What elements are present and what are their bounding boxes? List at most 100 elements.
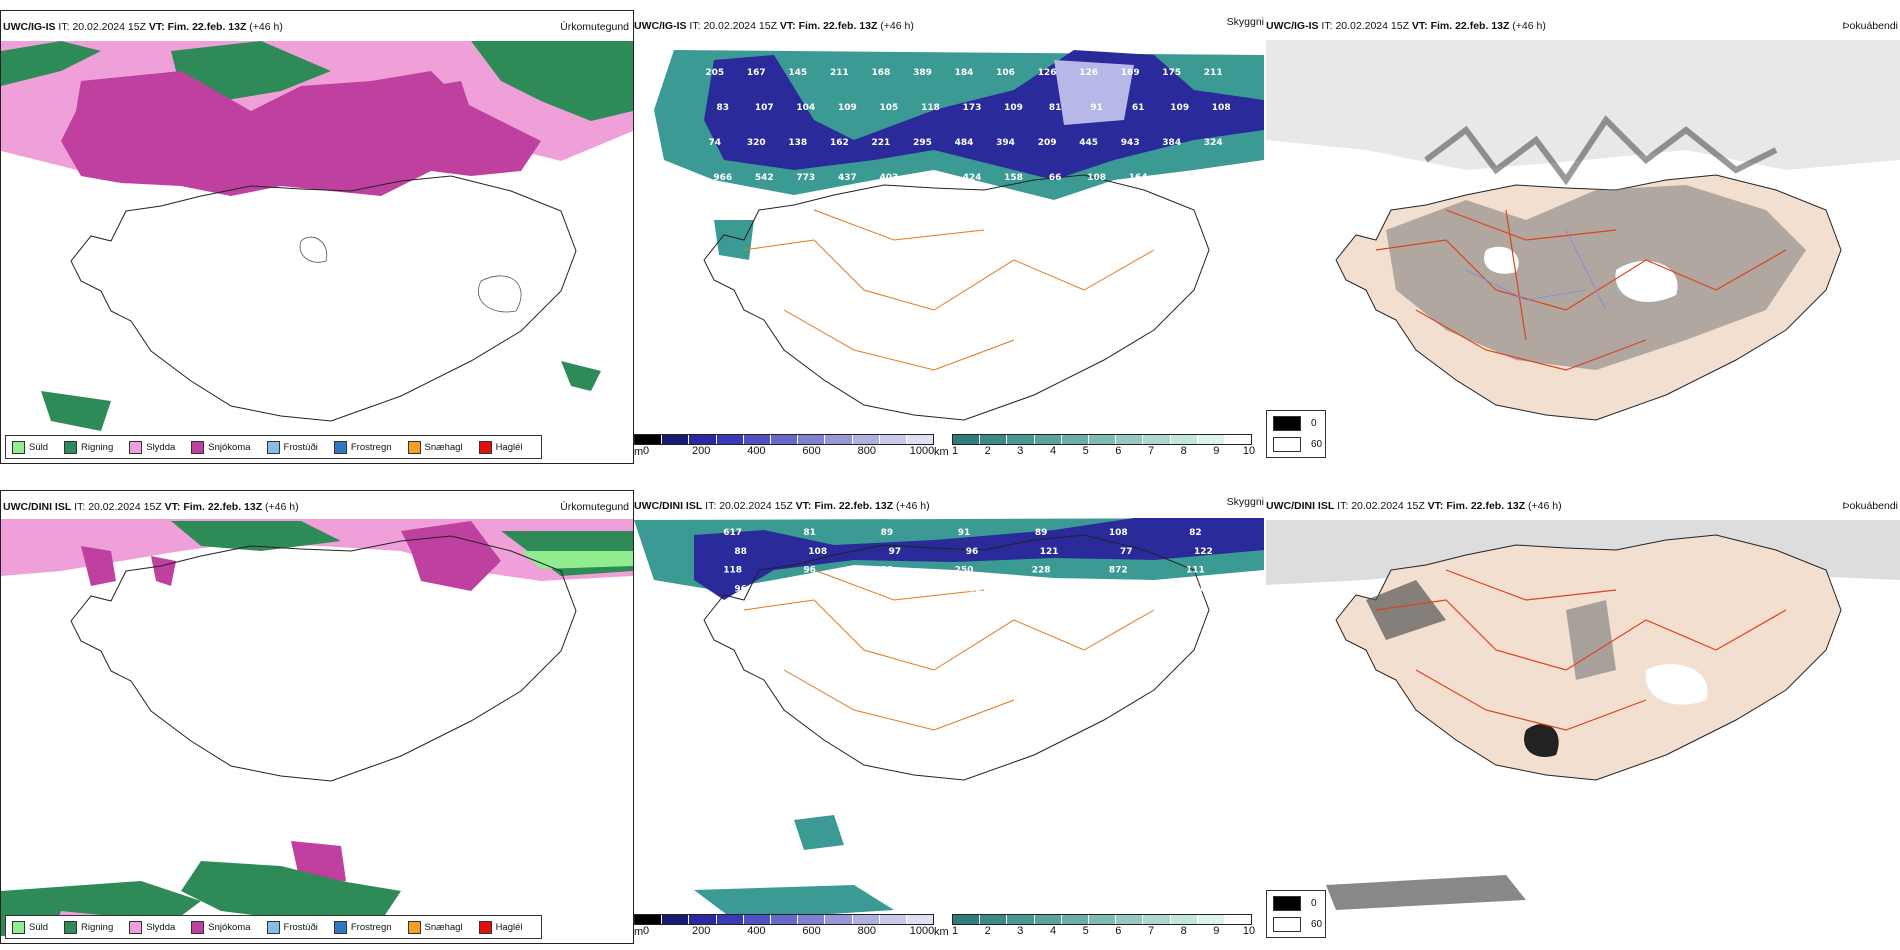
visibility-value-label: 209 [1038, 138, 1057, 148]
fog-panel-bottom: UWC/DINI ISL IT: 20.02.2024 15Z VT: Fim.… [1266, 490, 1900, 942]
scale-tick-label: 400 [747, 445, 766, 457]
visibility-labels: 205 167 145 211 168 389 184 106 126 126 169 175 211 8… [705, 68, 1230, 183]
visibility-value-label: 204 [1194, 584, 1213, 594]
iceland-outline [70, 175, 577, 422]
visibility-value-label: 295 [913, 138, 932, 148]
visibility-km-scale: 1 2 3 4 5 6 7 8 9 10 [952, 434, 1255, 459]
visibility-panel-top: UWC/IG-IS IT: 20.02.2024 15Z VT: Fim. 22… [634, 10, 1264, 462]
scale-swatch [953, 915, 981, 924]
scale-tick-label: 6 [1115, 925, 1122, 937]
scale-tick-label: 7 [1147, 445, 1155, 457]
scale-swatch [1197, 915, 1225, 924]
scale-swatch [879, 435, 907, 444]
visibility-value-label: 162 [830, 138, 849, 148]
visibility-value-label: 542 [755, 173, 774, 183]
legend-item-hail: Haglél [478, 440, 523, 454]
visibility-value-label: 384 [1162, 138, 1181, 148]
legend-item-snow: Snjókoma [191, 920, 251, 934]
fog-panel-top: UWC/IG-IS IT: 20.02.2024 15Z VT: Fim. 22… [1266, 10, 1900, 462]
fog-legend-item: 60 [1273, 917, 1322, 932]
visibility-value-label: 966 [713, 173, 732, 183]
visibility-m-scale: 0 200 400 600 800 1000 [634, 434, 934, 459]
visibility-value-label: 108 [808, 547, 827, 557]
scale-tick-label: 600 [802, 925, 821, 937]
precip-type-panel-bottom: UWC/DINI ISL IT: 20.02.2024 15Z VT: Fim.… [0, 490, 634, 944]
iceland-outline [70, 535, 577, 782]
scale-swatch [1224, 435, 1252, 444]
visibility-value-label: 96 [803, 566, 816, 576]
legend-item-freezing-rain: Frostregn [333, 440, 392, 454]
scale-tick-label: 8 [1180, 925, 1187, 937]
precip-legend: Súld Rigning Slydda Snjókoma Frostúði Fr… [5, 435, 542, 459]
scale-tick-label: 2 [984, 925, 991, 937]
scale-swatch [635, 915, 663, 924]
visibility-value-label: 77 [1120, 547, 1133, 557]
visibility-value-label: 132 [963, 584, 982, 594]
fog-legend-item: 60 [1273, 437, 1322, 452]
visibility-value-label: 108 [1087, 173, 1106, 183]
visibility-value-label: 106 [996, 68, 1015, 78]
legend-item-sleet: Slydda [129, 920, 175, 934]
scale-swatch [1061, 435, 1089, 444]
visibility-value-label: 74 [709, 138, 722, 148]
visibility-panel-bottom: UWC/DINI ISL IT: 20.02.2024 15Z VT: Fim.… [634, 490, 1264, 942]
visibility-value-label: 872 [1109, 566, 1128, 576]
legend-item-snow-pellets: Snæhagl [407, 440, 463, 454]
scale-swatch [1116, 915, 1144, 924]
fog-map [1266, 520, 1900, 910]
scale-tick-label: 800 [857, 925, 876, 937]
visibility-value-label: 126 [1079, 68, 1098, 78]
visibility-value-label: 81 [1049, 103, 1062, 113]
fog-legend: 0 60 [1266, 410, 1326, 458]
visibility-value-label: 581 [921, 173, 940, 183]
scale-swatch [1197, 435, 1225, 444]
legend-item-freezing-drizzle: Frostúði [266, 440, 318, 454]
scale-swatch [1170, 915, 1198, 924]
visibility-map: 617 81 89 91 89 108 82 88 108 97 96 121 77 122 118 96 86… [634, 518, 1264, 920]
visibility-value-label: 135 [1040, 584, 1059, 594]
visibility-m-scale: 0 200 400 600 800 1000 [634, 914, 934, 939]
scale-tick-label: 800 [857, 445, 876, 457]
visibility-value-label: 118 [921, 103, 940, 113]
panel-header: UWC/IG-IS IT: 20.02.2024 15Z VT: Fim. 22… [1266, 20, 1546, 32]
visibility-value-label: 83 [717, 103, 730, 113]
scale-swatch [1088, 915, 1117, 924]
visibility-value-label: 169 [1121, 68, 1140, 78]
visibility-value-label: 105 [880, 103, 899, 113]
visibility-value-label: 66 [1049, 173, 1062, 183]
fog-legend-item: 0 [1273, 416, 1317, 431]
visibility-value-label: 89 [1035, 528, 1048, 538]
visibility-value-label: 91 [1090, 103, 1103, 113]
visibility-value-label: 126 [1038, 68, 1057, 78]
panel-header: UWC/IG-IS IT: 20.02.2024 15Z VT: Fim. 22… [3, 21, 283, 33]
scale-swatch [980, 435, 1008, 444]
scale-swatch [1143, 915, 1171, 924]
visibility-value-label: 86 [811, 584, 824, 594]
visibility-value-label: 81 [803, 528, 816, 538]
scale-tick-label: 200 [692, 925, 711, 937]
visibility-value-label: 88 [1120, 584, 1133, 594]
legend-item-snow-pellets: Snæhagl [407, 920, 463, 934]
visibility-value-label: 184 [955, 68, 974, 78]
visibility-value-label: 324 [1204, 138, 1223, 148]
panel-title: Úrkomutegund [560, 501, 629, 513]
scale-tick-label: 200 [692, 445, 711, 457]
scale-tick-label: 5 [1082, 925, 1089, 937]
scale-tick-label: 10 [1242, 925, 1256, 937]
visibility-value-label: 250 [955, 566, 974, 576]
legend-item-drizzle: Súld [12, 440, 48, 454]
visibility-value-label: 88 [734, 547, 747, 557]
scale-swatch [906, 435, 934, 444]
panel-title: Úrkomutegund [560, 21, 629, 33]
scale-swatch [716, 435, 744, 444]
visibility-value-label: 111 [1186, 566, 1205, 576]
visibility-value-label: 158 [1004, 173, 1023, 183]
precip-map [1, 41, 633, 431]
scale-swatch [953, 435, 981, 444]
scale-tick-label: 9 [1213, 925, 1220, 937]
panel-title: Skyggni [1226, 496, 1264, 508]
scale-tick-label: 8 [1180, 445, 1187, 457]
visibility-value-label: 228 [1032, 566, 1051, 576]
panel-header: UWC/DINI ISL IT: 20.02.2024 15Z VT: Fim.… [1266, 500, 1562, 512]
scale-swatch [689, 915, 717, 924]
